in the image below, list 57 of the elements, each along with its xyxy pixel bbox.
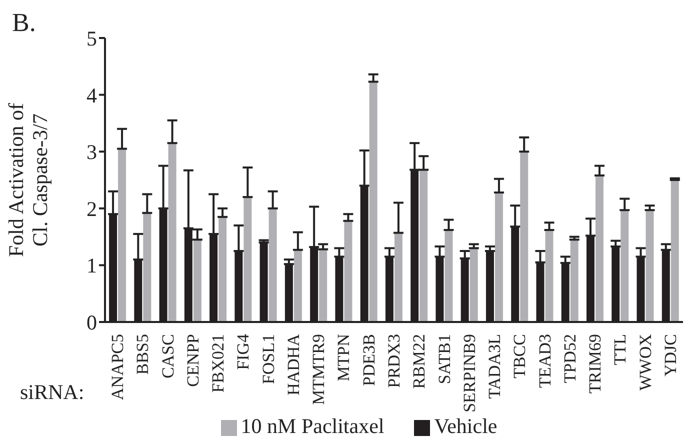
bar [294, 250, 302, 322]
x-tick-label: YDJC [660, 334, 680, 377]
x-tick-label: MTPN [334, 334, 354, 382]
x-tick-label: ANAPC5 [108, 334, 128, 400]
bar [394, 232, 402, 322]
x-tick-label: CASC [158, 334, 178, 378]
x-tick-label: TBCC [510, 334, 530, 378]
y-tick-label: 4 [86, 83, 98, 108]
x-tick-label: TADA3L [485, 334, 504, 399]
bar [168, 143, 176, 322]
bar [470, 248, 478, 322]
bar [646, 210, 654, 322]
x-tick-label: PDE3B [359, 334, 378, 386]
bar [319, 249, 328, 322]
y-tick-label: 0 [86, 310, 97, 334]
x-tick-label: FOSL1 [258, 334, 278, 384]
y-tick-label: 5 [86, 26, 97, 50]
bar [193, 240, 202, 322]
x-tick-label: SATB1 [434, 334, 454, 384]
x-tick-label: CENPP [183, 334, 202, 387]
x-tick-label: WWOX [636, 334, 655, 391]
x-tick-label: TTL [610, 334, 630, 366]
x-tick-label: RBM22 [410, 334, 429, 389]
bar [420, 170, 428, 322]
x-tick-label: MTMTR9 [309, 334, 328, 405]
bar [268, 208, 277, 322]
bar [596, 175, 604, 322]
text: siRNA: [20, 380, 84, 405]
y-axis-title: Fold Activation of Cl. Caspase-3/7 [4, 103, 52, 257]
bar [218, 216, 227, 322]
bar [670, 180, 679, 322]
bar [143, 212, 152, 322]
chart-title: B. [12, 8, 36, 38]
x-tick-label: FIG4 [234, 334, 253, 370]
legend-label: 10 nM Paclitaxel [240, 414, 384, 438]
x-tick-label: FBX021 [208, 334, 228, 393]
y-tick-label: 1 [86, 254, 97, 278]
bar [520, 152, 528, 322]
y-tick-label: 2 [86, 196, 97, 221]
x-tick-label: TPD52 [560, 334, 580, 384]
x-tick-label: BBS5 [133, 334, 152, 375]
x-tick-label: TEAD3 [535, 334, 554, 388]
bar [444, 230, 453, 322]
bar [244, 197, 252, 322]
bar [545, 230, 554, 322]
bar [494, 192, 503, 322]
bar [620, 210, 629, 322]
bar [570, 240, 578, 322]
x-tick-label: SERPINB9 [460, 334, 479, 412]
bar [344, 220, 352, 322]
x-tick-label: HADHA [284, 333, 303, 396]
x-tick-label: TRIM69 [586, 334, 605, 394]
legend-label: Vehicle [434, 414, 498, 438]
bar [369, 82, 378, 322]
x-tick-label: PRDX3 [384, 334, 404, 388]
bar [118, 148, 126, 322]
y-tick-label: 3 [86, 140, 97, 164]
